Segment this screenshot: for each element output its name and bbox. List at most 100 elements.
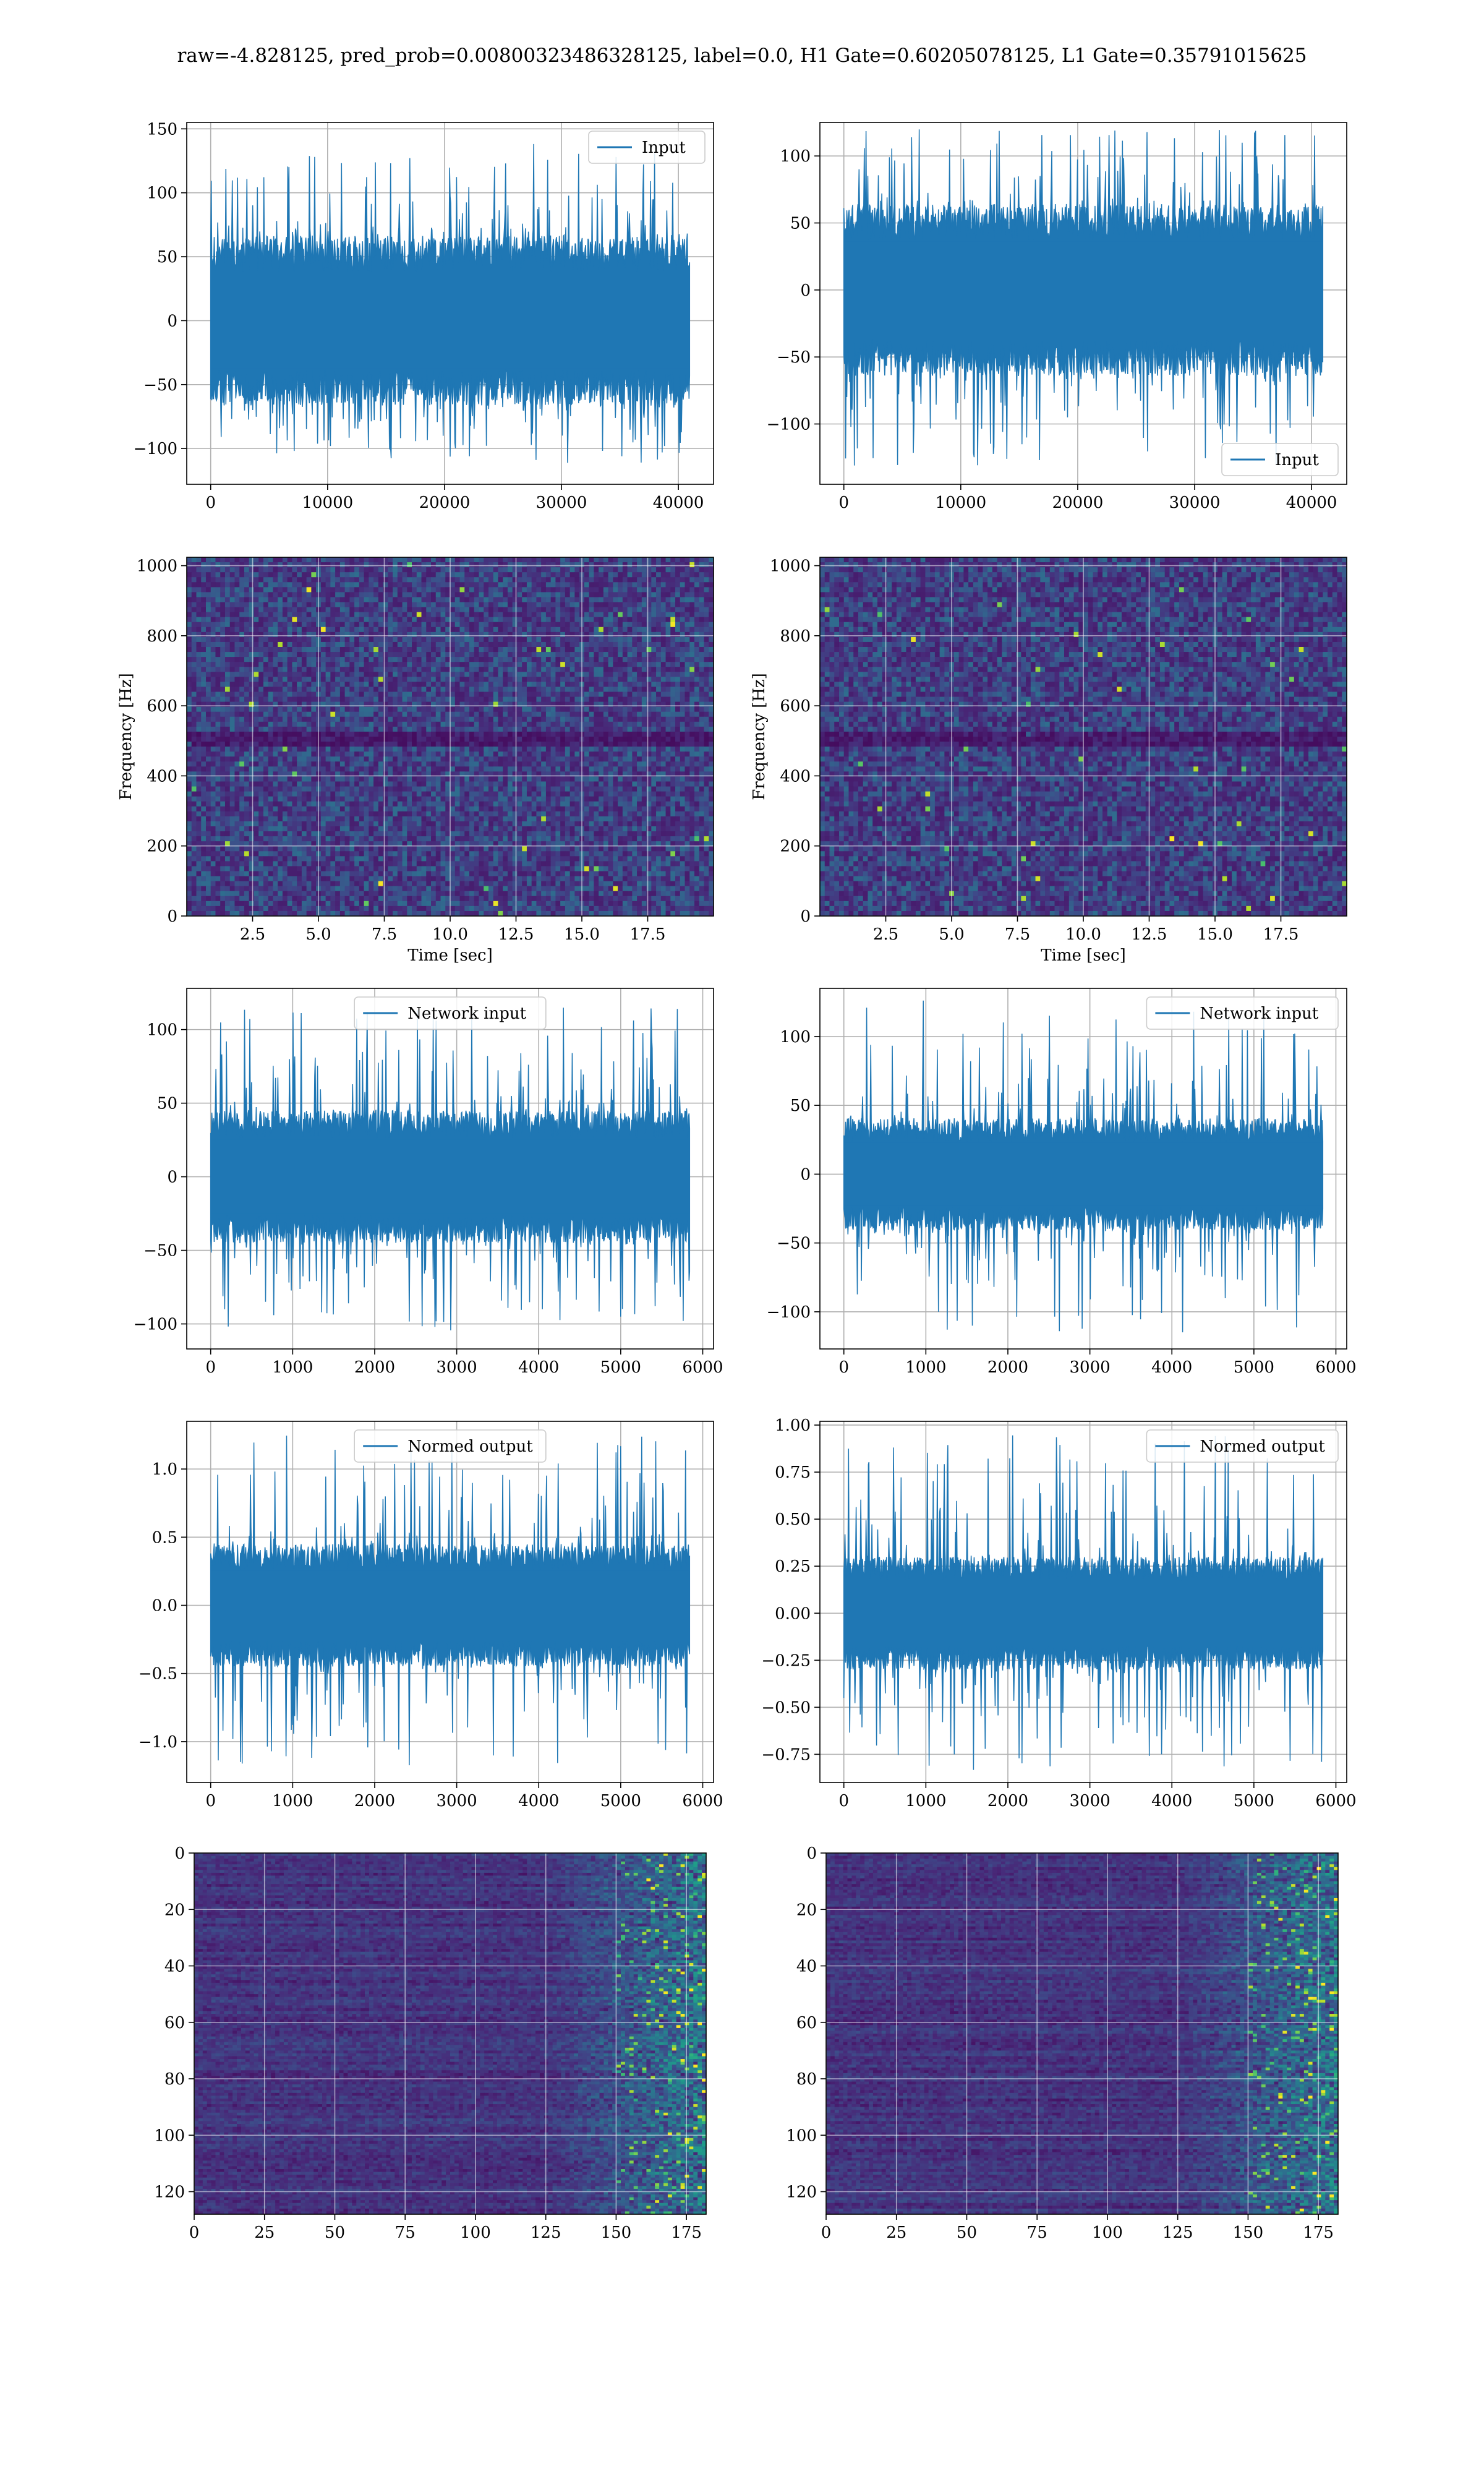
heatmap-cell: [344, 756, 350, 762]
heatmap-cell: [454, 706, 461, 713]
heatmap-cell: [292, 567, 297, 573]
heatmap-cell: [239, 636, 245, 643]
heatmap-cell: [278, 647, 283, 653]
heatmap-cell: [254, 587, 259, 593]
heatmap-cell: [249, 572, 255, 578]
heatmap-cell: [339, 721, 346, 727]
heatmap-cell: [569, 627, 575, 633]
heatmap-cell: [282, 577, 288, 583]
heatmap-cell: [684, 696, 690, 703]
heatmap-cell: [292, 672, 297, 677]
heatmap-cell: [555, 731, 561, 737]
heatmap-cell: [440, 667, 446, 672]
heatmap-cell: [536, 721, 542, 727]
heatmap-cell: [412, 592, 417, 598]
heatmap-cell: [675, 572, 681, 578]
heatmap-cell: [656, 617, 662, 623]
heatmap-cell: [364, 631, 369, 638]
heatmap-cell: [229, 711, 236, 717]
heatmap-cell: [325, 562, 331, 568]
heatmap-cell: [469, 617, 475, 623]
heatmap-cell: [454, 731, 461, 737]
heatmap-cell: [469, 711, 475, 717]
heatmap-cell: [545, 597, 552, 603]
heatmap-cell: [689, 627, 695, 633]
heatmap-cell: [493, 761, 499, 767]
heatmap-cell: [560, 737, 566, 742]
heatmap-cell: [359, 657, 365, 662]
heatmap-cell: [632, 682, 638, 688]
heatmap-cell: [469, 657, 475, 662]
heatmap-cell: [339, 696, 346, 703]
heatmap-cell: [660, 737, 667, 742]
heatmap-cell: [618, 617, 623, 623]
heatmap-cell: [191, 572, 197, 578]
heatmap-cell: [622, 631, 628, 638]
heatmap-cell: [320, 641, 326, 648]
heatmap-cell: [268, 631, 274, 638]
heatmap-cell: [412, 636, 417, 643]
heatmap-cell: [569, 617, 575, 623]
heatmap-cell: [618, 677, 623, 682]
heatmap-cell: [709, 766, 714, 772]
heatmap-cell: [311, 716, 317, 722]
heatmap-cell: [474, 721, 480, 727]
heatmap-cell: [618, 652, 623, 657]
heatmap-cell: [330, 761, 336, 767]
heatmap-cell: [680, 771, 686, 777]
heatmap-cell: [421, 766, 427, 772]
heatmap-cell: [201, 662, 207, 667]
heatmap-cell: [210, 641, 216, 648]
heatmap-cell: [344, 562, 350, 568]
heatmap-cell: [488, 737, 494, 742]
heatmap-cell: [254, 751, 259, 757]
heatmap-cell: [249, 716, 255, 722]
heatmap-cell: [555, 636, 561, 643]
heatmap-cell: [229, 687, 236, 693]
heatmap-cell: [670, 731, 676, 737]
heatmap-cell: [599, 582, 604, 588]
heatmap-cell: [196, 582, 202, 588]
heatmap-cell: [320, 776, 326, 782]
heatmap-cell: [454, 587, 461, 593]
heatmap-cell: [359, 597, 365, 603]
heatmap-cell: [608, 711, 613, 717]
heatmap-cell: [512, 627, 518, 633]
heatmap-cell: [545, 612, 552, 618]
heatmap-cell: [627, 737, 633, 742]
heatmap-cell: [311, 667, 317, 672]
heatmap-cell: [335, 731, 341, 737]
heatmap-cell: [459, 662, 465, 667]
heatmap-cell: [330, 726, 336, 732]
heatmap-cell: [474, 592, 480, 598]
heatmap-cell: [474, 701, 480, 708]
heatmap-cell: [335, 582, 341, 588]
heatmap-cell: [594, 631, 599, 638]
heatmap-cell: [445, 662, 451, 667]
heatmap-cell: [594, 751, 599, 757]
heatmap-cell: [426, 582, 432, 588]
heatmap-cell: [608, 756, 613, 762]
heatmap-cell: [536, 652, 542, 657]
heatmap-cell: [680, 747, 686, 752]
heatmap-cell: [292, 597, 297, 603]
heatmap-cell: [565, 636, 571, 643]
heatmap-cell: [416, 636, 422, 643]
heatmap-cell: [364, 557, 369, 563]
heatmap-cell: [426, 706, 432, 713]
heatmap-cell: [278, 627, 283, 633]
heatmap-cell: [407, 657, 412, 662]
heatmap-cell: [359, 696, 365, 703]
heatmap-cell: [440, 716, 446, 722]
heatmap-cell: [393, 657, 398, 662]
heatmap-cell: [651, 572, 657, 578]
heatmap-cell: [689, 617, 695, 623]
heatmap-cell: [637, 706, 642, 713]
heatmap-cell: [249, 657, 255, 662]
heatmap-cell: [660, 682, 667, 688]
heatmap-cell: [416, 597, 422, 603]
heatmap-cell: [369, 582, 374, 588]
heatmap-cell: [675, 587, 681, 593]
heatmap-cell: [412, 691, 417, 698]
heatmap-cell: [210, 627, 216, 633]
